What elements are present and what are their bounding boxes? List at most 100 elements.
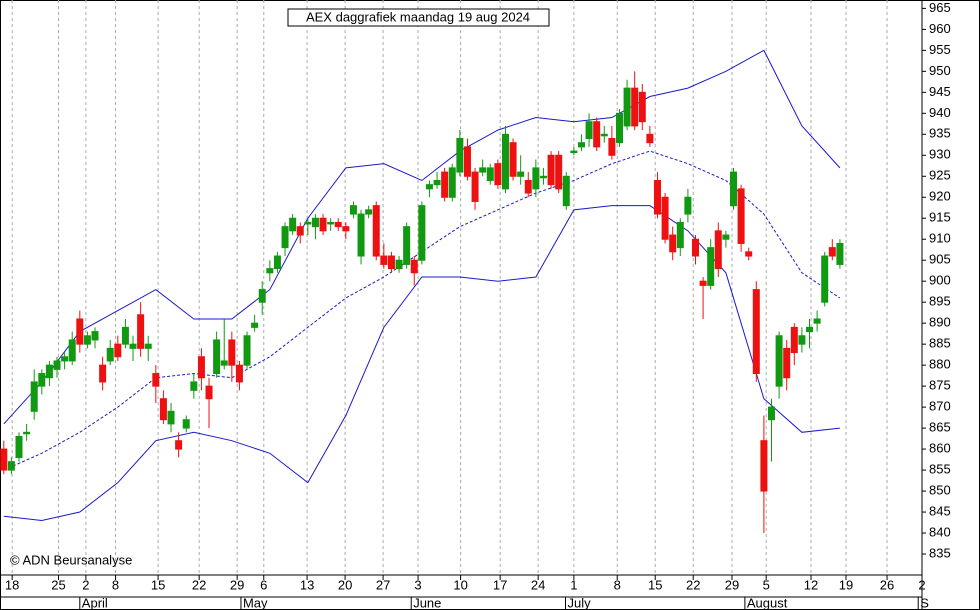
y-tick-label: 870 [929,399,951,414]
candle-body [768,406,776,421]
candle-body [813,318,821,324]
candle-body [600,133,608,137]
candle-body [615,112,623,144]
candle-body [501,133,509,190]
candle-body [699,280,707,286]
candle-body [99,364,107,383]
candle-body [38,373,46,387]
lower-band [3,205,840,521]
candle-body [494,163,502,186]
candle-body [669,234,677,253]
title-box [287,8,550,27]
candle-body [593,121,601,148]
candle-body [175,440,183,450]
candle-body [661,196,669,240]
candle-body [121,326,129,345]
candle-body [106,347,114,362]
candle-body [387,255,395,270]
month-label: July [568,595,592,610]
candle-body [61,356,69,362]
y-tick-label: 855 [929,462,951,477]
x-tick-label: 1 [570,577,577,592]
candle-body [197,356,205,379]
y-tick-label: 965 [929,0,951,15]
candle-body [623,87,631,127]
candle-body [707,247,715,286]
candle-body [684,196,692,215]
candle-body [555,154,563,190]
candle-body [585,121,593,140]
x-tick-label: 22 [686,577,700,592]
x-tick-label: 15 [648,577,662,592]
candle-body [258,289,266,303]
candle-body [91,331,99,341]
x-tick-label: 10 [453,577,467,592]
month-label: August [747,595,788,610]
candle-body [486,167,494,181]
candle-body [289,217,297,232]
candle-body [76,318,84,345]
candle-body [676,221,684,249]
candle-body [243,335,251,366]
candle-body [729,171,737,207]
y-tick-label: 900 [929,273,951,288]
candle-body [646,133,654,144]
candle-body [319,217,327,232]
candle-body [334,221,342,228]
candle-body [114,343,122,358]
x-tick-label: 29 [230,577,244,592]
candle-body [752,289,760,375]
candle-body [235,364,243,383]
x-tick-label: 2 [82,577,89,592]
candle-body [251,322,259,328]
x-tick-label: 18 [5,577,19,592]
x-tick-label: 2 [918,577,925,592]
month-label: April [82,595,108,610]
candle-body [836,242,844,265]
y-tick-label: 960 [929,21,951,36]
candle-body [0,448,8,471]
candle-body [714,230,722,270]
candle-body [205,385,213,400]
candle-body [68,339,76,362]
candle-body [357,213,365,257]
x-tick-label: 22 [192,577,206,592]
x-tick-label: 17 [493,577,507,592]
candle-body [562,175,570,207]
candle-body [691,238,699,257]
candle-body [577,142,585,148]
candle-body [182,419,190,429]
candle-body [327,221,335,225]
candle-body [456,138,464,173]
candle-body [479,167,487,173]
candle-body [342,226,350,232]
month-label: S [920,595,929,610]
candle-body [15,435,23,458]
candle-body [45,364,53,379]
candle-body [83,335,91,345]
candle-body [760,440,768,492]
month-label: June [413,595,441,610]
y-tick-label: 860 [929,441,951,456]
candle-body [266,268,274,274]
y-tick-label: 950 [929,63,951,78]
candle-body [372,205,380,257]
x-tick-label: 20 [338,577,352,592]
y-tick-label: 910 [929,231,951,246]
month-label: May [243,595,268,610]
y-tick-label: 875 [929,378,951,393]
x-tick-label: 6 [260,577,267,592]
y-tick-label: 945 [929,84,951,99]
x-tick-label: 8 [614,577,621,592]
candle-body [273,255,281,270]
candle-body [403,226,411,265]
candle-body [23,431,31,435]
x-tick-label: 5 [763,577,770,592]
y-tick-label: 920 [929,189,951,204]
candle-body [821,255,829,303]
candle-body [152,373,160,387]
y-tick-label: 955 [929,42,951,57]
candle-body [30,381,38,412]
